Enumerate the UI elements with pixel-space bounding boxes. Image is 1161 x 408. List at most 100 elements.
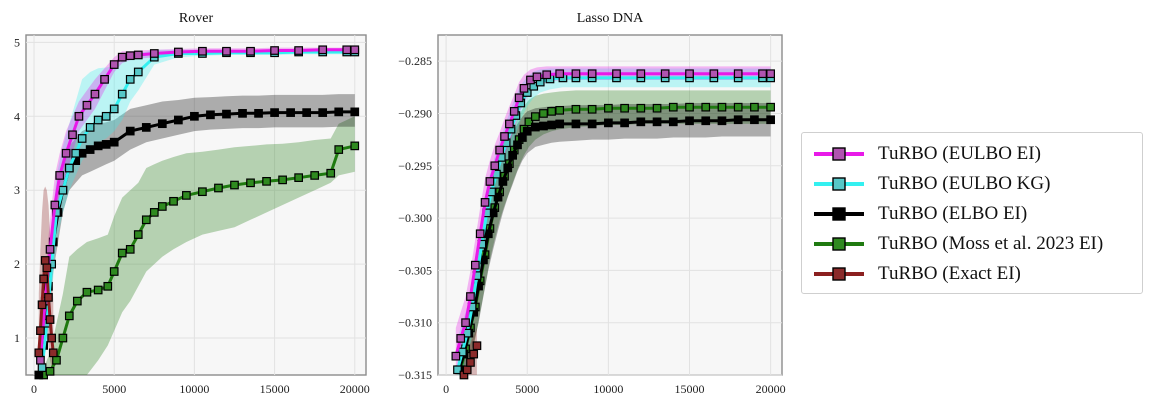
data-point-marker (157, 119, 167, 129)
data-point-marker (733, 69, 743, 79)
data-point-marker (246, 46, 255, 56)
data-point-marker (270, 46, 279, 55)
y-tick-label: 2 (14, 257, 20, 271)
data-point-marker (495, 145, 505, 155)
legend-swatch-marker (832, 267, 846, 281)
legend-swatch (814, 237, 864, 251)
legend-item: TuRBO (EULBO EI) (810, 139, 1132, 169)
x-tick-label: 15000 (260, 382, 290, 396)
data-point-marker (453, 365, 462, 375)
y-tick-label: −0.290 (398, 106, 432, 120)
data-point-marker (685, 69, 694, 79)
data-point-marker (587, 69, 597, 79)
legend-swatch (814, 267, 864, 281)
data-point-marker (71, 148, 81, 158)
legend-swatch-marker (832, 147, 846, 161)
data-point-marker (246, 178, 255, 188)
rover-panel: Rover 0 5000 10000 15000 20000 1 2 3 4 5 (14, 11, 370, 396)
data-point-marker (125, 74, 135, 84)
data-point-marker (100, 74, 109, 84)
data-point-marker (668, 102, 678, 112)
legend-label: TuRBO (Exact EI) (878, 263, 1021, 284)
data-point-marker (149, 208, 159, 217)
data-point-marker (169, 196, 178, 206)
data-point-marker (555, 105, 565, 115)
legend-item: TuRBO (Exact EI) (810, 259, 1132, 289)
data-point-marker (42, 263, 52, 273)
data-point-marker (45, 366, 55, 376)
data-point-marker (58, 185, 68, 195)
data-point-marker (93, 285, 103, 295)
data-point-marker (133, 230, 143, 239)
data-point-marker (157, 202, 167, 211)
x-tick-label: 0 (31, 382, 37, 396)
data-point-marker (44, 293, 53, 302)
data-point-marker (485, 177, 495, 186)
data-point-marker (513, 140, 522, 150)
data-point-marker (262, 176, 271, 186)
data-point-marker (36, 355, 45, 365)
x-tick-label: 5000 (515, 382, 539, 396)
data-point-marker (141, 123, 151, 132)
data-point-marker (555, 119, 565, 129)
data-point-marker (571, 104, 581, 114)
data-point-marker (37, 300, 47, 310)
lasso-dna-tick-labels: 0 5000 10000 15000 20000 −0.285 −0.290 −0.295 −0… (398, 54, 785, 396)
data-point-marker (532, 72, 542, 82)
data-point-marker (571, 69, 581, 79)
data-point-marker (514, 93, 524, 103)
data-point-marker (222, 109, 231, 119)
data-point-marker (503, 163, 513, 173)
legend-swatch (814, 177, 864, 191)
data-point-marker (469, 349, 479, 359)
y-tick-label: −0.310 (398, 316, 432, 330)
data-point-marker (750, 102, 759, 112)
data-point-marker (668, 117, 678, 127)
data-point-marker (498, 177, 508, 186)
data-point-marker (604, 118, 613, 128)
data-point-marker (74, 111, 84, 121)
x-tick-label: 10000 (179, 382, 209, 396)
y-tick-label: −0.295 (398, 159, 432, 173)
data-point-marker (109, 137, 119, 147)
data-point-marker (518, 133, 527, 142)
x-tick-label: 0 (443, 382, 449, 396)
data-point-marker (539, 121, 548, 131)
data-point-marker (490, 161, 500, 171)
data-point-marker (117, 52, 127, 62)
data-point-marker (82, 100, 92, 110)
data-point-marker (68, 130, 77, 140)
data-point-marker (93, 115, 103, 125)
data-point-marker (48, 348, 58, 358)
data-point-marker (587, 104, 597, 114)
data-point-marker (587, 119, 597, 129)
data-point-marker (531, 122, 540, 132)
data-point-marker (36, 326, 45, 336)
data-point-marker (524, 117, 534, 127)
data-point-marker (198, 187, 207, 197)
data-point-marker (472, 341, 482, 351)
legend-swatch-marker (832, 177, 846, 191)
data-point-marker (685, 116, 694, 126)
legend-label: TuRBO (EULBO KG) (878, 173, 1051, 194)
data-point-marker (198, 46, 207, 56)
data-point-marker (508, 150, 517, 160)
data-point-marker (109, 104, 119, 114)
data-point-marker (174, 115, 183, 125)
x-tick-label: 20000 (340, 382, 370, 396)
data-point-marker (125, 244, 135, 254)
legend-item: TuRBO (Moss et al. 2023 EI) (810, 229, 1132, 259)
data-point-marker (461, 318, 470, 328)
confidence-band (38, 94, 355, 375)
data-point-marker (522, 126, 532, 136)
data-point-marker (294, 46, 303, 55)
data-point-marker (117, 89, 127, 99)
lasso-dna-panel: Lasso DNA 0 5000 10000 15000 20000 −0.285 −0.2… (398, 11, 785, 396)
x-tick-label: 10000 (593, 382, 623, 396)
data-point-marker (493, 192, 503, 202)
lasso-dna-lines (451, 69, 775, 380)
data-point-marker (85, 145, 95, 154)
data-point-marker (555, 69, 565, 79)
data-point-marker (652, 117, 662, 127)
